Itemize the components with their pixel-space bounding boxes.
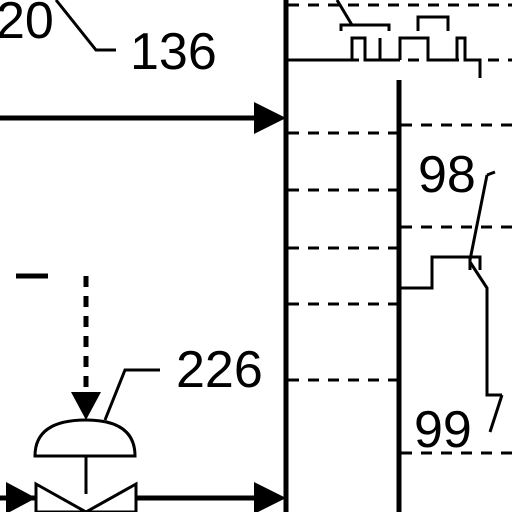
leader-136 [54, 0, 116, 52]
valve-outlet-line [0, 482, 286, 512]
feed-line-136 [0, 102, 286, 134]
bracket-98-99 [401, 170, 504, 433]
control-valve-226 [33, 368, 160, 512]
arrow-head-icon [6, 482, 36, 512]
arrow-head-icon [254, 102, 286, 134]
arrow-head-icon [254, 482, 286, 512]
valve-actuator-icon [33, 418, 137, 458]
ref-label-136: 136 [130, 23, 217, 81]
ref-label-98: 98 [418, 146, 476, 204]
control-signal-line [16, 273, 101, 420]
ref-label-99: 99 [414, 401, 472, 459]
ref-label-120: 20 [0, 0, 54, 50]
ref-label-226: 226 [176, 341, 263, 399]
arrow-head-icon [71, 392, 101, 420]
top-tray-bracket [288, 0, 482, 78]
